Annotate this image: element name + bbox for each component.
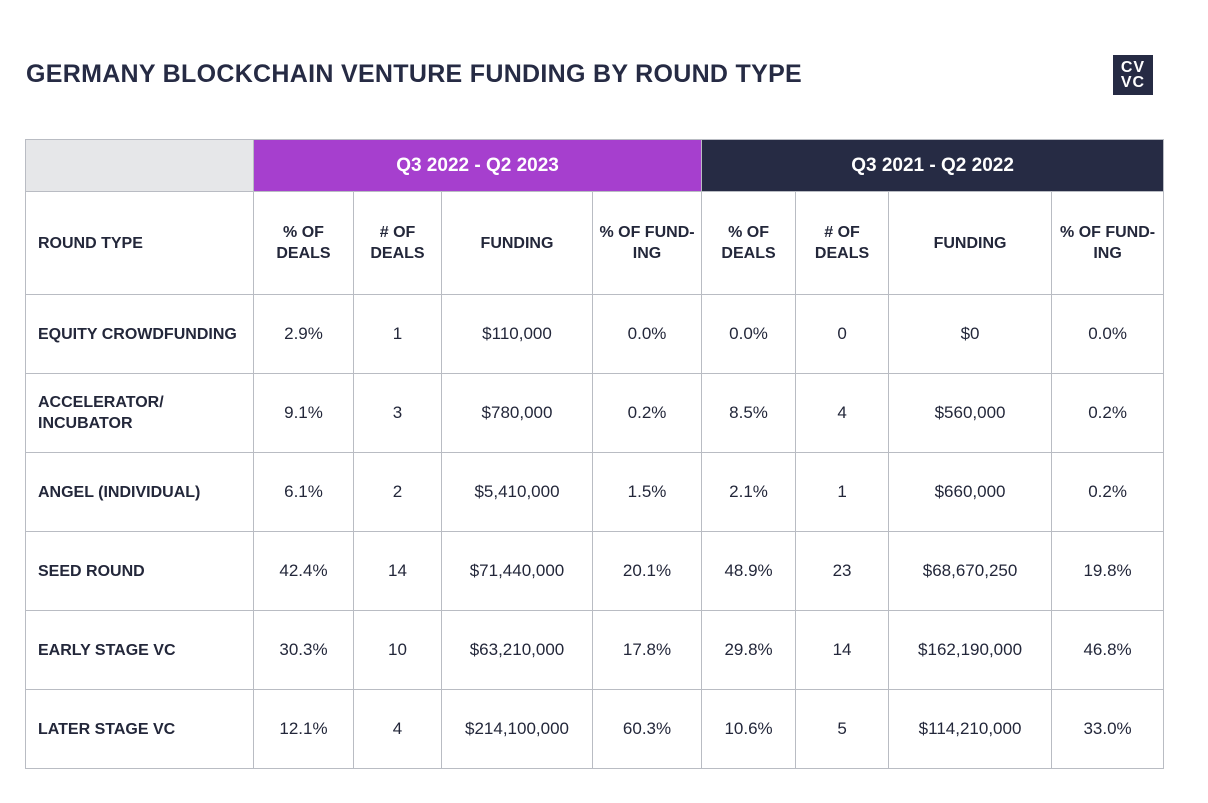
round-type-cell: ACCELERATOR/ INCUBATOR — [25, 373, 254, 453]
period-header-current: Q3 2022 - Q2 2023 — [252, 139, 703, 192]
table-row: LATER STAGE VC 12.1% 4 $214,100,000 60.3% 10.… — [25, 689, 1165, 769]
value-cell-pct-funding-prior: 33.0% — [1051, 689, 1165, 769]
value-cell-funding-current: $110,000 — [441, 294, 593, 374]
value-cell-pct-funding-prior: 0.2% — [1051, 452, 1165, 532]
value-cell-num-deals-prior: 0 — [795, 294, 890, 374]
value-cell-num-deals-current: 14 — [353, 531, 442, 611]
column-header-pct-deals-prior: % OF DEALS — [701, 191, 797, 295]
cvvc-logo: CV VC — [1113, 55, 1153, 95]
corner-cell — [25, 139, 254, 192]
value-cell-pct-deals-prior: 8.5% — [701, 373, 797, 453]
value-cell-funding-current: $5,410,000 — [441, 452, 593, 532]
value-cell-pct-funding-current: 0.2% — [591, 373, 703, 453]
value-cell-pct-funding-prior: 19.8% — [1051, 531, 1165, 611]
value-cell-pct-funding-current: 17.8% — [591, 610, 703, 690]
round-type-cell: EARLY STAGE VC — [25, 610, 254, 690]
table-row: EQUITY CROWDFUNDING 2.9% 1 $110,000 0.0% 0.0%… — [25, 294, 1165, 374]
value-cell-funding-current: $63,210,000 — [441, 610, 593, 690]
round-type-cell: LATER STAGE VC — [25, 689, 254, 769]
value-cell-funding-current: $214,100,000 — [441, 689, 593, 769]
value-cell-funding-prior: $68,670,250 — [888, 531, 1053, 611]
value-cell-pct-deals-prior: 29.8% — [701, 610, 797, 690]
value-cell-funding-prior: $0 — [888, 294, 1053, 374]
column-header-funding-current: FUNDING — [441, 191, 593, 295]
value-cell-pct-deals-current: 2.9% — [253, 294, 354, 374]
value-cell-funding-prior: $560,000 — [888, 373, 1053, 453]
value-cell-num-deals-current: 2 — [353, 452, 442, 532]
page-title: GERMANY BLOCKCHAIN VENTURE FUNDING BY RO… — [26, 60, 803, 88]
column-header-num-deals-prior: # OF DEALS — [795, 191, 890, 295]
table-row: ACCELERATOR/ INCUBATOR 9.1% 3 $780,000 0.2% 8… — [25, 373, 1165, 453]
table-row: EARLY STAGE VC 30.3% 10 $63,210,000 17.8% 29.… — [25, 610, 1165, 690]
value-cell-funding-prior: $660,000 — [888, 452, 1053, 532]
value-cell-funding-current: $71,440,000 — [441, 531, 593, 611]
value-cell-num-deals-current: 10 — [353, 610, 442, 690]
value-cell-num-deals-prior: 5 — [795, 689, 890, 769]
value-cell-pct-funding-current: 1.5% — [591, 452, 703, 532]
value-cell-num-deals-current: 3 — [353, 373, 442, 453]
table-row: SEED ROUND 42.4% 14 $71,440,000 20.1% 48.9% 23… — [25, 531, 1165, 611]
value-cell-funding-prior: $162,190,000 — [888, 610, 1053, 690]
value-cell-pct-deals-current: 42.4% — [253, 531, 354, 611]
logo-line-2: VC — [1120, 74, 1146, 91]
value-cell-pct-deals-prior: 10.6% — [701, 689, 797, 769]
value-cell-pct-deals-prior: 0.0% — [701, 294, 797, 374]
period-header-prior: Q3 2021 - Q2 2022 — [701, 139, 1165, 192]
value-cell-pct-funding-prior: 0.2% — [1051, 373, 1165, 453]
value-cell-pct-deals-prior: 2.1% — [701, 452, 797, 532]
column-header-pct-deals-current: % OF DEALS — [253, 191, 354, 295]
value-cell-pct-deals-current: 6.1% — [253, 452, 354, 532]
value-cell-pct-deals-prior: 48.9% — [701, 531, 797, 611]
value-cell-num-deals-prior: 4 — [795, 373, 890, 453]
column-header-pct-funding-current: % OF FUND-ING — [591, 191, 703, 295]
value-cell-pct-funding-current: 60.3% — [591, 689, 703, 769]
value-cell-pct-deals-current: 12.1% — [253, 689, 354, 769]
column-header-num-deals-current: # OF DEALS — [353, 191, 442, 295]
value-cell-num-deals-prior: 14 — [795, 610, 890, 690]
round-type-cell: ANGEL (INDIVIDUAL) — [25, 452, 254, 532]
table-row: ANGEL (INDIVIDUAL) 6.1% 2 $5,410,000 1.5% 2.1… — [25, 452, 1165, 532]
round-type-cell: SEED ROUND — [25, 531, 254, 611]
column-header-funding-prior: FUNDING — [888, 191, 1053, 295]
value-cell-pct-deals-current: 9.1% — [253, 373, 354, 453]
value-cell-pct-deals-current: 30.3% — [253, 610, 354, 690]
round-type-header: ROUND TYPE — [25, 191, 254, 295]
value-cell-pct-funding-prior: 0.0% — [1051, 294, 1165, 374]
value-cell-num-deals-current: 4 — [353, 689, 442, 769]
round-type-cell: EQUITY CROWDFUNDING — [25, 294, 254, 374]
logo-line-1: CV — [1120, 59, 1146, 76]
value-cell-pct-funding-current: 20.1% — [591, 531, 703, 611]
value-cell-funding-prior: $114,210,000 — [888, 689, 1053, 769]
value-cell-pct-funding-prior: 46.8% — [1051, 610, 1165, 690]
column-header-pct-funding-prior: % OF FUND-ING — [1051, 191, 1165, 295]
funding-table: Q3 2022 - Q2 2023 Q3 2021 - Q2 2022 ROUN… — [25, 139, 1165, 769]
value-cell-num-deals-prior: 1 — [795, 452, 890, 532]
value-cell-num-deals-current: 1 — [353, 294, 442, 374]
value-cell-num-deals-prior: 23 — [795, 531, 890, 611]
value-cell-funding-current: $780,000 — [441, 373, 593, 453]
value-cell-pct-funding-current: 0.0% — [591, 294, 703, 374]
